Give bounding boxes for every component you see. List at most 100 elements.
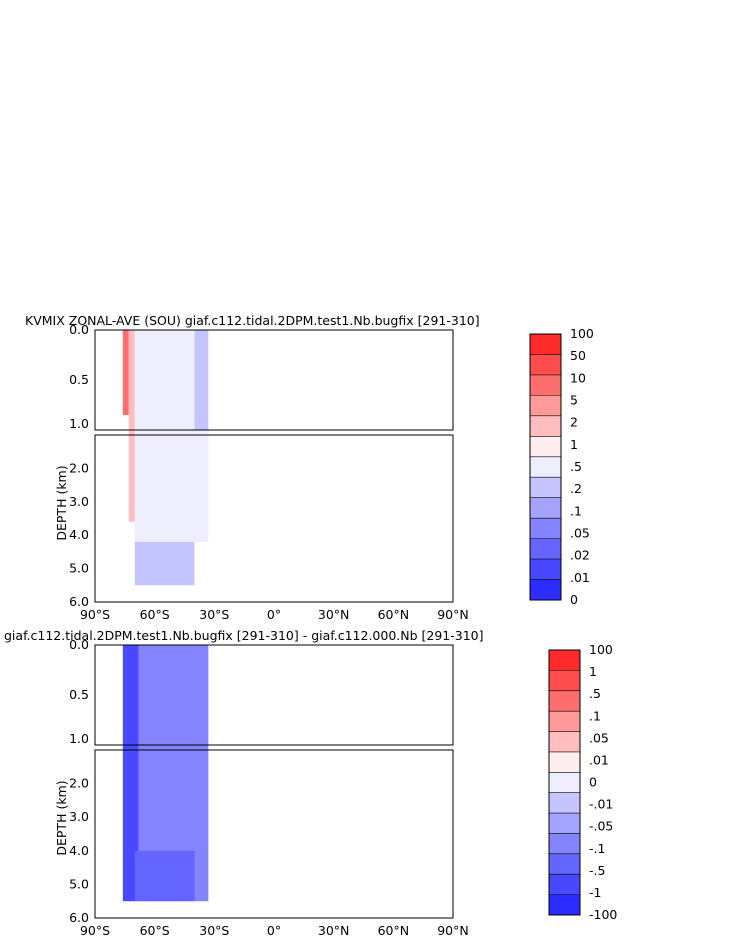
colorbar-swatch <box>530 497 561 519</box>
y-axis-title: DEPTH (km) <box>54 465 69 540</box>
chart-title: giaf.c112.tidal.2DPM.test1.Nb.bugfix [29… <box>4 628 484 643</box>
chart-bottom: giaf.c112.tidal.2DPM.test1.Nb.bugfix [29… <box>4 628 617 938</box>
x-tick-label: 30°S <box>199 607 229 622</box>
colorbar-swatch <box>549 751 580 773</box>
x-tick-label: 30°N <box>318 923 350 938</box>
colorbar-label: .2 <box>570 481 582 496</box>
x-tick-label: 60°N <box>378 607 410 622</box>
x-tick-label: 90°S <box>80 923 110 938</box>
colorbar-swatch <box>530 518 561 539</box>
colorbar-label: 10 <box>570 370 586 385</box>
colorbar-frame <box>548 649 581 916</box>
colorbar-label: .02 <box>570 548 590 563</box>
y-tick-label: 6.0 <box>69 910 89 925</box>
colorbar-frame <box>529 333 562 601</box>
x-tick-label: 30°N <box>318 607 350 622</box>
colorbar-swatch <box>549 731 580 752</box>
colorbar-label: 0 <box>589 775 597 790</box>
colorbar-swatch <box>549 711 580 732</box>
colorbar-label: 5 <box>570 393 578 408</box>
colorbar-swatch <box>549 833 580 854</box>
x-tick-label: 60°S <box>140 923 170 938</box>
colorbar-swatch <box>530 559 561 580</box>
colorbar-swatch <box>530 415 561 437</box>
colorbar-swatch <box>530 477 561 498</box>
upper-panel-frame <box>94 644 454 746</box>
y-tick-label: 4.0 <box>69 843 89 858</box>
colorbar-label: .05 <box>589 730 609 745</box>
colorbar-label: -100 <box>589 907 617 922</box>
colorbar-label: 2 <box>570 415 578 430</box>
colorbar-label: 0 <box>570 592 578 607</box>
colorbar-label: -.5 <box>589 863 605 878</box>
colorbar-swatch <box>549 772 580 793</box>
colorbar-label: .5 <box>570 459 582 474</box>
region-abyss <box>134 541 195 586</box>
colorbar-swatch <box>549 813 580 834</box>
region-shelf-high <box>122 330 129 415</box>
x-tick-label: 30°S <box>199 923 229 938</box>
x-tick-labels: 90°S 60°S 30°S 0° 30°N 60°N 90°N <box>80 923 469 938</box>
colorbar-swatch <box>549 670 580 691</box>
heatmap-field <box>122 645 209 902</box>
y-tick-label: 3.0 <box>69 809 89 824</box>
colorbar-label: 1 <box>570 437 578 452</box>
y-tick-label: 0.0 <box>69 637 89 652</box>
colorbar-label: .01 <box>570 570 590 585</box>
colorbar-swatch <box>530 579 561 600</box>
upper-panel-frame <box>94 329 454 431</box>
colorbar-label: .01 <box>589 752 609 767</box>
chart-title: KVMIX ZONAL-AVE (SOU) giaf.c112.tidal.2D… <box>25 313 480 328</box>
lower-panel-frame <box>94 434 454 603</box>
y-tick-label: 1.0 <box>69 731 89 746</box>
x-tick-label: 90°N <box>437 607 469 622</box>
y-tick-label: 5.0 <box>69 561 89 576</box>
y-tick-label: 1.0 <box>69 416 89 431</box>
colorbar-swatch <box>530 456 561 478</box>
colorbar-swatch <box>549 894 580 915</box>
colorbar-swatch <box>530 334 561 355</box>
x-tick-labels: 90°S 60°S 30°S 0° 30°N 60°N 90°N <box>80 607 469 622</box>
y-tick-label: 0.0 <box>69 322 89 337</box>
y-tick-label: 4.0 <box>69 527 89 542</box>
y-tick-label: 6.0 <box>69 594 89 609</box>
colorbar-label: .1 <box>589 708 601 723</box>
colorbar-label: -.1 <box>589 841 605 856</box>
colorbar-swatch <box>530 374 561 396</box>
y-tick-labels: 0.0 0.5 1.0 2.0 3.0 4.0 5.0 6.0 <box>69 322 89 609</box>
y-tick-label: 3.0 <box>69 494 89 509</box>
y-axis-title: DEPTH (km) <box>54 780 69 855</box>
y-tick-label: 2.0 <box>69 776 89 791</box>
colorbar-label: .5 <box>589 686 601 701</box>
y-tick-label: 0.5 <box>69 687 89 702</box>
colorbar-label: -1 <box>589 885 601 900</box>
colorbar-label: 100 <box>589 642 613 657</box>
colorbar-label: 50 <box>570 348 586 363</box>
lower-panel-frame <box>94 749 454 919</box>
x-tick-label: 90°S <box>80 607 110 622</box>
heatmap-field <box>122 330 209 586</box>
chart-top: KVMIX ZONAL-AVE (SOU) giaf.c112.tidal.2D… <box>25 313 594 622</box>
region-north-band <box>194 330 209 430</box>
region-interior <box>134 430 209 542</box>
colorbar-swatch <box>530 538 561 560</box>
x-tick-label: 0° <box>267 607 281 622</box>
colorbar-swatch <box>549 853 580 875</box>
colorbar-label: .1 <box>570 503 582 518</box>
colorbar-swatch <box>549 690 580 712</box>
colorbar-label: .05 <box>570 526 590 541</box>
x-tick-label: 0° <box>267 923 281 938</box>
y-tick-label: 2.0 <box>69 460 89 475</box>
colorbar: 100 1 .5 .1 .05 .01 0 -.01 -.05 -.1 -.5 -1 -100 <box>548 642 617 922</box>
x-tick-label: 60°S <box>140 607 170 622</box>
y-tick-label: 5.0 <box>69 876 89 891</box>
colorbar-swatch <box>549 874 580 895</box>
colorbar-swatch <box>530 436 561 457</box>
colorbar-swatch <box>549 650 580 671</box>
colorbar-swatch <box>549 792 580 814</box>
region-near-shelf <box>128 330 135 430</box>
x-tick-label: 60°N <box>378 923 410 938</box>
colorbar-label: -.01 <box>589 797 613 812</box>
colorbar: 100 50 10 5 2 1 .5 .2 .1 .05 .02 .01 0 <box>529 326 594 607</box>
